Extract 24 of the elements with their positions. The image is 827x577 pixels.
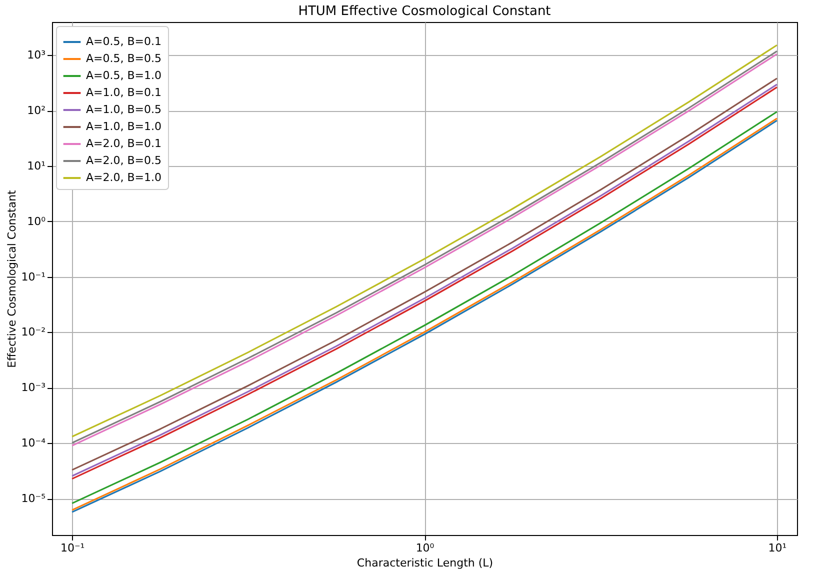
x-axis-title: Characteristic Length (L) bbox=[356, 556, 494, 570]
y-tick-label: 10⁻⁵ bbox=[21, 492, 46, 506]
y-tick-label: 10⁰ bbox=[27, 214, 46, 228]
x-tick-label: 10⁻¹ bbox=[60, 542, 85, 554]
y-tick-label: 10² bbox=[27, 104, 46, 118]
y-tick-label: 10¹ bbox=[27, 159, 46, 172]
legend-label: A=0.5, B=0.1 bbox=[86, 35, 162, 48]
legend-label: A=1.0, B=1.0 bbox=[86, 120, 162, 133]
x-tick-label: 10¹ bbox=[768, 542, 787, 554]
legend-label: A=2.0, B=0.1 bbox=[86, 137, 162, 150]
legend-label: A=2.0, B=0.5 bbox=[86, 154, 162, 167]
legend-label: A=1.0, B=0.1 bbox=[86, 86, 162, 99]
y-tick-label: 10³ bbox=[27, 48, 46, 62]
legend-label: A=1.0, B=0.5 bbox=[86, 103, 162, 116]
y-tick-label: 10⁻² bbox=[21, 326, 46, 339]
y-tick-label: 10⁻⁴ bbox=[21, 436, 46, 450]
chart-title: HTUM Effective Cosmological Constant bbox=[298, 4, 551, 19]
legend-label: A=0.5, B=0.5 bbox=[86, 52, 162, 65]
x-tick-label: 10⁰ bbox=[416, 542, 435, 554]
y-axis-title: Effective Cosmological Constant bbox=[5, 189, 18, 368]
legend-label: A=0.5, B=1.0 bbox=[86, 69, 162, 82]
y-tick-label: 10⁻³ bbox=[21, 381, 46, 394]
legend-label: A=2.0, B=1.0 bbox=[86, 171, 162, 184]
y-tick-label: 10⁻¹ bbox=[21, 270, 46, 284]
